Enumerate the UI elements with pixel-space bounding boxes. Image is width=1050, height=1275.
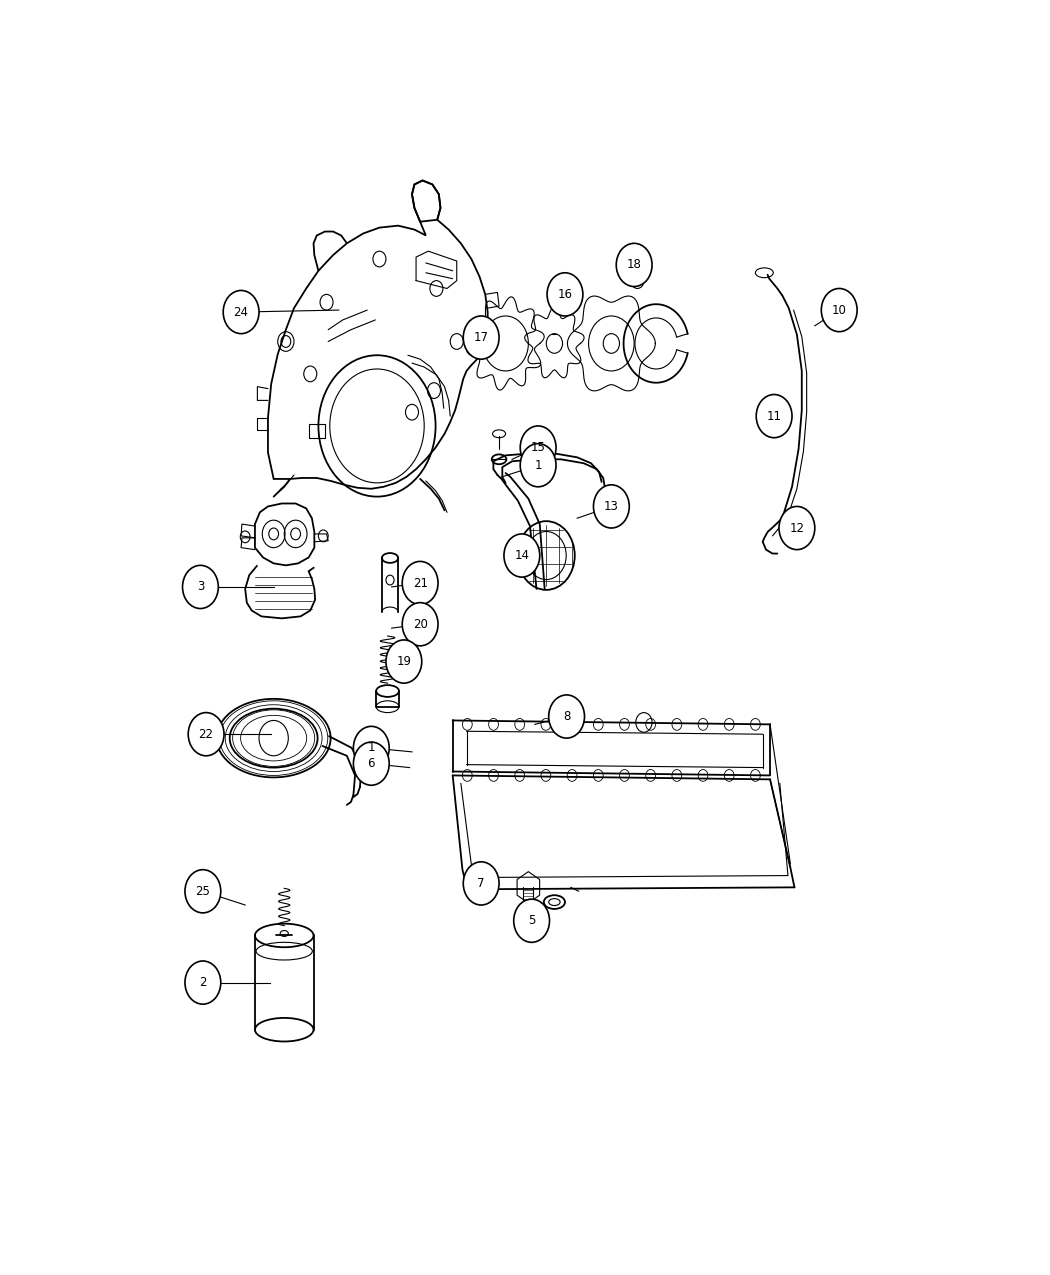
Circle shape [593,484,629,528]
Text: 18: 18 [627,259,642,272]
Circle shape [513,899,549,942]
Circle shape [504,534,540,578]
Circle shape [520,444,556,487]
Text: 11: 11 [766,409,781,422]
Circle shape [224,291,259,334]
Text: 1: 1 [368,742,375,755]
Text: 21: 21 [413,576,427,589]
Circle shape [779,506,815,550]
Circle shape [463,316,499,360]
Text: 25: 25 [195,885,210,898]
Text: 24: 24 [233,306,249,319]
Text: 16: 16 [558,288,572,301]
Text: 6: 6 [368,757,375,770]
Circle shape [549,695,585,738]
Circle shape [354,742,390,785]
Circle shape [402,603,438,646]
Circle shape [463,862,499,905]
Text: 7: 7 [478,877,485,890]
Circle shape [185,870,220,913]
Circle shape [402,561,438,604]
Circle shape [386,640,422,683]
Circle shape [183,565,218,608]
Text: 15: 15 [530,441,546,454]
Text: 3: 3 [196,580,204,593]
Text: 22: 22 [198,728,213,741]
Bar [309,425,324,437]
Circle shape [354,727,390,770]
Text: 20: 20 [413,618,427,631]
Text: 14: 14 [514,550,529,562]
Circle shape [547,273,583,316]
Text: 1: 1 [534,459,542,472]
Text: 13: 13 [604,500,618,513]
Circle shape [188,713,224,756]
Circle shape [185,961,220,1005]
Circle shape [520,426,556,469]
Text: 10: 10 [832,303,846,316]
Circle shape [616,244,652,287]
Text: 2: 2 [200,977,207,989]
Text: 17: 17 [474,332,488,344]
Text: 12: 12 [790,521,804,534]
Text: 8: 8 [563,710,570,723]
Text: 19: 19 [396,655,412,668]
Text: 5: 5 [528,914,536,927]
Circle shape [821,288,857,332]
Circle shape [756,394,792,437]
